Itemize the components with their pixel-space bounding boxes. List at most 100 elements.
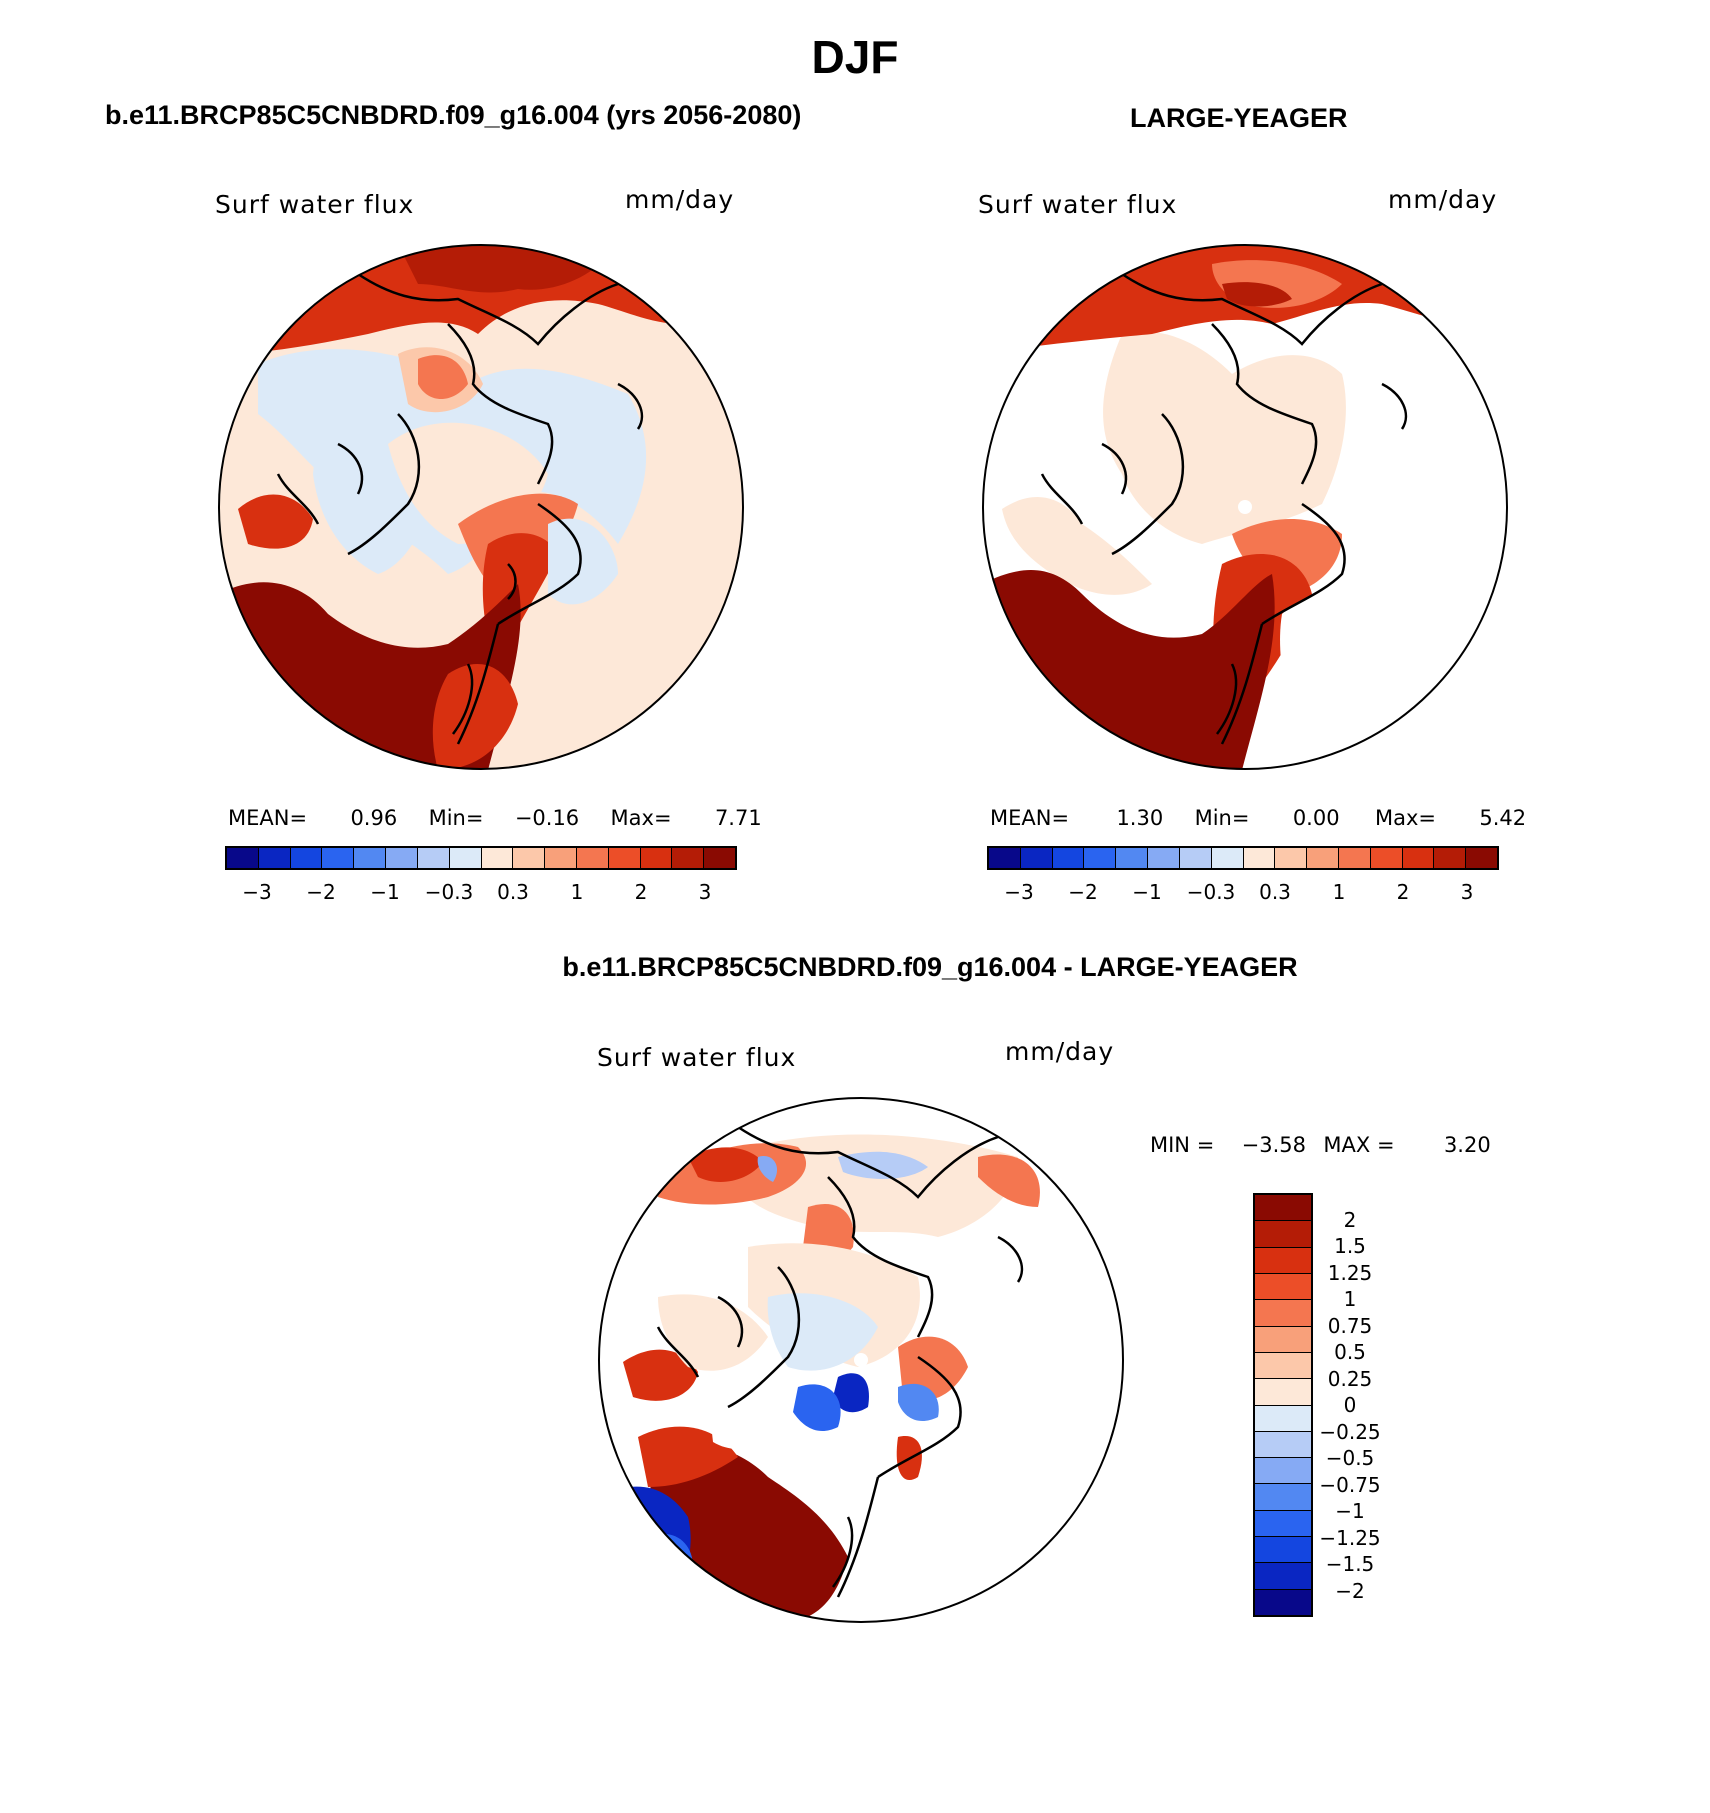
- min-label-left: Min=: [428, 806, 484, 830]
- colorbar-swatch: [1275, 848, 1308, 868]
- colorbar-swatch: [1148, 848, 1180, 868]
- colorbar-tick-label: 2: [1343, 1207, 1357, 1232]
- colorbar-bottom-ticks: 2 1.5 1.25 1 0.75 0.5 0.25 0 −0.25 −0.5 −0.75 −1 −1.…: [1319, 1193, 1390, 1617]
- colorbar-swatch: [989, 848, 1021, 868]
- mean-label-left: MEAN=: [228, 806, 308, 830]
- colorbar-swatch: [1255, 1537, 1311, 1564]
- colorbar-swatch: [386, 848, 418, 868]
- colorbar-swatch: [1255, 1300, 1311, 1327]
- map-region-orange-right-top: [978, 1154, 1040, 1207]
- colorbar-swatch: [1255, 1431, 1311, 1459]
- colorbar-tick-label: −2: [306, 880, 336, 904]
- colorbar-tick-label: −3: [242, 880, 272, 904]
- colorbar-swatch: [1255, 1352, 1311, 1380]
- colorbar-tick-label: −0.3: [424, 880, 474, 904]
- max-label-right: Max=: [1374, 806, 1436, 830]
- colorbar-tick-label: 1.25: [1327, 1260, 1373, 1285]
- mean-value-left: 0.96: [350, 806, 398, 830]
- colorbar-tick-label: −0.5: [1325, 1446, 1375, 1470]
- colorbar-swatch: [1255, 1247, 1311, 1274]
- colorbar-tick-label: 1: [1332, 880, 1346, 904]
- map-region-red-bottom: [432, 664, 518, 769]
- colorbar-swatch: [1338, 848, 1371, 868]
- colorbar-swatch: [1255, 1458, 1311, 1485]
- max-value-right: 5.42: [1479, 806, 1527, 830]
- min-label-bottom: MIN =: [1150, 1133, 1215, 1157]
- colorbar-tick-label: −1.25: [1319, 1525, 1381, 1550]
- map-region-blue-right: [898, 1383, 939, 1422]
- colorbar-tick-label: −2: [1335, 1578, 1365, 1603]
- colorbar-tick-label: 0.3: [1259, 880, 1291, 904]
- map-region-dark-red-top: [1222, 282, 1292, 307]
- colorbar-tick-label: −1: [1335, 1499, 1365, 1523]
- colorbar-tick-label: −1: [370, 880, 400, 904]
- colorbar-swatch: [1255, 1510, 1311, 1538]
- mean-value-right: 1.30: [1116, 806, 1164, 830]
- pole-marker-bottom: [854, 1353, 868, 1367]
- colorbar-swatch: [227, 848, 259, 868]
- map-region-white-greenland: [708, 1386, 778, 1449]
- map-region-blue-top-patches: [757, 1156, 778, 1182]
- min-value-right: 0.00: [1292, 806, 1340, 830]
- colorbar-swatch: [1402, 848, 1435, 868]
- colorbar-tick-label: 2: [634, 880, 648, 904]
- colorbar-tick-label: −2: [1068, 880, 1098, 904]
- panel-title-right: LARGE-YEAGER: [1130, 103, 1348, 133]
- panel-title-left: b.e11.BRCP85C5CNBDRD.f09_g16.004 (yrs 20…: [105, 100, 802, 130]
- colorbar-swatch: [704, 848, 735, 868]
- variable-label-right: Surf water flux: [978, 190, 1178, 219]
- colorbar-swatch: [354, 848, 387, 868]
- colorbar-swatch: [417, 848, 450, 868]
- colorbar-swatch: [513, 848, 546, 868]
- map-region-light-blue-top: [838, 1151, 928, 1179]
- colorbar-tick-label: −0.25: [1319, 1419, 1381, 1444]
- colorbar-swatch: [1084, 848, 1117, 868]
- variable-label-left: Surf water flux: [215, 190, 415, 219]
- max-value-bottom: 3.20: [1443, 1133, 1491, 1157]
- units-label-bottom: mm/day: [1005, 1037, 1115, 1066]
- stats-bottom: MIN = −3.58 MAX = 3.20: [1150, 1133, 1491, 1157]
- colorbar-swatch: [1255, 1379, 1311, 1406]
- colorbar-swatch: [258, 848, 291, 868]
- mean-label-right: MEAN=: [990, 806, 1070, 830]
- colorbar-swatch: [1179, 848, 1212, 868]
- colorbar-swatch: [290, 848, 323, 868]
- colorbar-tick-label: −0.3: [1186, 880, 1236, 904]
- map-region-peach-left: [658, 1294, 768, 1371]
- min-label-right: Min=: [1194, 806, 1250, 830]
- map-region-red-left: [238, 494, 313, 549]
- colorbar-swatch: [1370, 848, 1403, 868]
- colorbar-tick-label: 0.3: [497, 880, 529, 904]
- colorbar-swatch: [1307, 848, 1339, 868]
- colorbar-tick-label: 0.5: [1334, 1340, 1366, 1364]
- colorbar-swatch: [1255, 1484, 1311, 1511]
- map-region-dark-blue-center: [833, 1373, 869, 1413]
- map-region-red-top-patch: [688, 1147, 763, 1182]
- units-label-left: mm/day: [625, 185, 735, 214]
- colorbar-swatch: [1020, 848, 1053, 868]
- colorbar-bottom: [1253, 1193, 1313, 1617]
- colorbar-swatch: [481, 848, 514, 868]
- colorbar-swatch: [1116, 848, 1149, 868]
- panel-title-bottom: b.e11.BRCP85C5CNBDRD.f09_g16.004 - LARGE…: [562, 952, 1298, 982]
- map-region-blue-center: [793, 1384, 841, 1432]
- colorbar-right-ticks: −3 −2 −1 −0.3 0.3 1 2 3: [987, 880, 1499, 904]
- map-region-peach-land: [1103, 331, 1346, 544]
- stats-left: MEAN= 0.96 Min= −0.16 Max= 7.71: [228, 806, 762, 830]
- colorbar-left-ticks: −3 −2 −1 −0.3 0.3 1 2 3: [225, 880, 737, 904]
- colorbar-tick-label: 1: [1343, 1287, 1357, 1311]
- colorbar-swatch: [322, 848, 355, 868]
- colorbar-swatch: [1052, 848, 1085, 868]
- colorbar-tick-label: 0: [1343, 1393, 1357, 1417]
- colorbar-swatch: [1255, 1195, 1311, 1222]
- colorbar-swatch: [1434, 848, 1467, 868]
- colorbar-swatch: [1255, 1326, 1311, 1353]
- colorbar-swatch: [640, 848, 673, 868]
- colorbar-swatch: [608, 848, 641, 868]
- colorbar-tick-label: 2: [1396, 880, 1410, 904]
- colorbar-swatch: [449, 848, 482, 868]
- coastlines-bottom: [656, 1125, 1024, 1598]
- units-label-right: mm/day: [1388, 185, 1498, 214]
- colorbar-swatch: [1211, 848, 1244, 868]
- stats-right: MEAN= 1.30 Min= 0.00 Max= 5.42: [990, 806, 1526, 830]
